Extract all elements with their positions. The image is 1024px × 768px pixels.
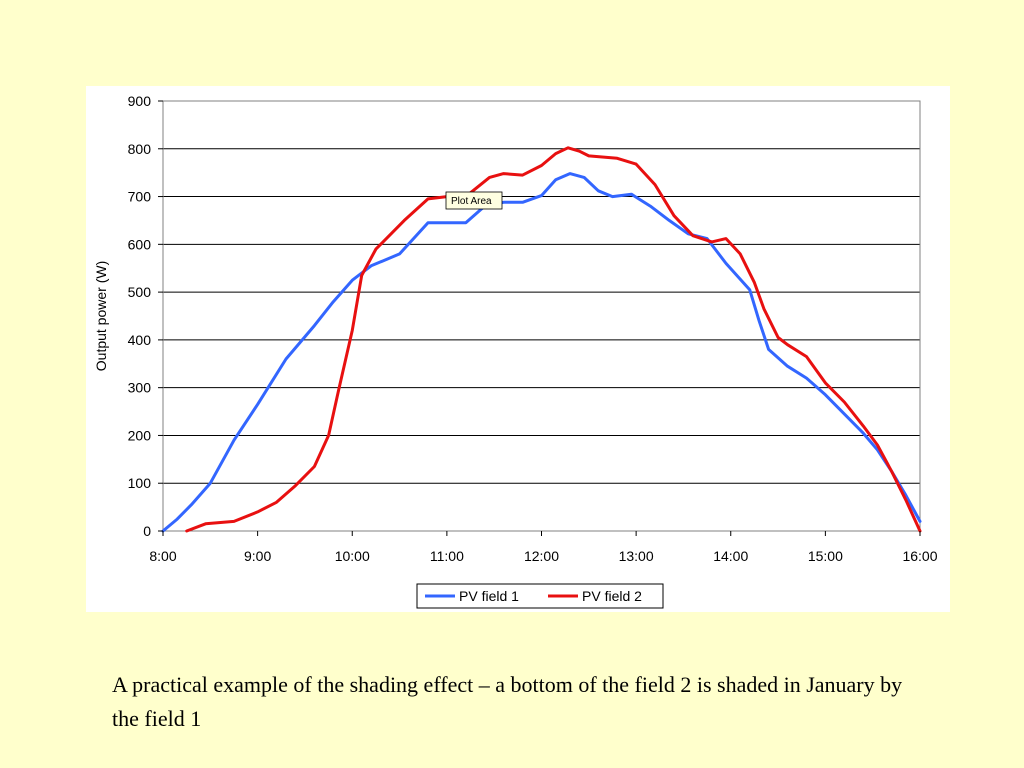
x-tick-label: 11:00	[430, 548, 464, 564]
plot-area-tooltip: Plot Area	[445, 191, 503, 210]
legend-label: PV field 2	[582, 588, 642, 604]
y-tick-label: 500	[128, 284, 152, 300]
y-tick-label: 300	[128, 380, 152, 396]
y-tick-label: 200	[128, 427, 152, 443]
y-tick-label: 700	[128, 189, 152, 205]
y-tick-label: 900	[128, 93, 152, 109]
x-tick-label: 8:00	[149, 548, 176, 564]
y-tick-label: 0	[143, 523, 151, 539]
legend-box	[416, 583, 664, 609]
x-tick-label: 13:00	[619, 548, 654, 564]
x-tick-label: 16:00	[902, 548, 937, 564]
y-tick-label: 100	[128, 475, 152, 491]
legend[interactable]: PV field 1 PV field 2	[416, 583, 664, 609]
series-line-2	[185, 146, 922, 533]
x-axis-ticks: 8:00 9:00 10:00 11:00 12:00 13:00 14:00 15:00 16…	[149, 531, 938, 564]
y-axis-title: Output power (W)	[93, 261, 109, 371]
gridlines	[163, 148, 920, 484]
x-tick-label: 14:00	[713, 548, 748, 564]
line-chart: 0 100 200 300 400 500 600 700 800 900 8:00 9:00 10:…	[93, 93, 938, 609]
y-tick-label: 800	[128, 141, 152, 157]
slide-caption: A practical example of the shading effec…	[112, 672, 903, 731]
series-line-1	[161, 172, 922, 533]
tooltip-label: Plot Area	[451, 196, 492, 207]
y-axis-ticks: 0 100 200 300 400 500 600 700 800 900	[128, 93, 163, 539]
y-tick-label: 400	[128, 332, 152, 348]
chart-panel: 0 100 200 300 400 500 600 700 800 900 8:00 9:00 10:…	[86, 86, 950, 612]
x-tick-label: 12:00	[524, 548, 559, 564]
legend-label: PV field 1	[459, 588, 519, 604]
x-tick-label: 10:00	[335, 548, 370, 564]
series-lines	[161, 146, 922, 533]
y-tick-label: 600	[128, 236, 152, 252]
x-tick-label: 15:00	[808, 548, 843, 564]
x-tick-label: 9:00	[244, 548, 271, 564]
